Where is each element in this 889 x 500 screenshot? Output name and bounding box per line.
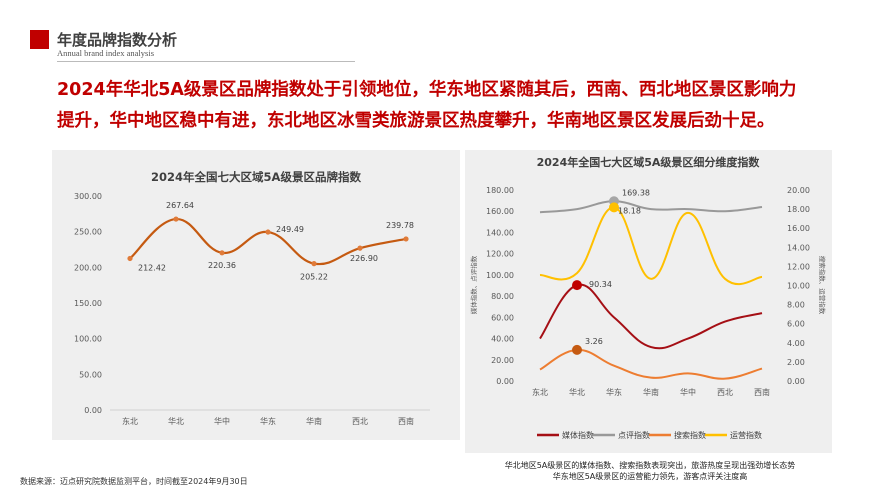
header-marker [30,30,49,49]
data-point [173,216,179,222]
series-line-3 [539,206,763,285]
x-tick-label: 西南 [754,387,770,397]
x-tick-label: 西北 [352,417,368,426]
y2-tick-label: 12.00 [787,262,810,271]
data-label: 212.42 [138,263,166,272]
data-label: 239.78 [386,221,414,230]
data-label: 18.18 [618,206,641,215]
data-source: 数据来源：迈点研究院数据监测平台，时间截至2024年9月30日 [20,477,248,486]
x-tick-label: 华中 [680,387,696,397]
y2-tick-label: 0.00 [787,377,805,386]
data-label: 267.64 [166,201,194,210]
chart-title: 2024年全国七大区域5A级景区品牌指数 [151,170,361,184]
note-line-1: 华北地区5A级景区的媒体指数、搜索指数表现突出，旅游热度呈现出强劲增长态势 [504,461,796,470]
highlight-point [609,202,619,213]
page-title: 年度品牌指数分析 [57,31,178,49]
headline-line-2: 提升，华中地区稳中有进，东北地区冰雪类旅游景区热度攀升，华南地区景区发展后劲十足… [57,111,775,131]
headline-line-1: 2024年华北5A级景区品牌指数处于引领地位，华东地区紧随其后，西南、西北地区景… [57,80,797,100]
y-tick-label: 100.00 [486,271,514,280]
x-tick-label: 西南 [398,416,414,426]
data-point [265,229,271,235]
data-point [127,255,133,262]
x-tick-label: 华北 [569,387,585,397]
x-tick-label: 东北 [532,387,548,397]
x-tick-label: 华东 [260,416,276,426]
y2-tick-label: 8.00 [787,301,805,310]
data-point [219,250,225,256]
y-tick-label: 0.00 [496,377,514,386]
y-tick-label: 180.00 [486,186,514,195]
data-label: 3.26 [585,337,603,346]
y-tick-label: 300.00 [74,192,102,201]
y2-tick-label: 6.00 [787,320,805,329]
y-tick-label: 150.00 [74,299,102,308]
note-line-2: 华东地区5A级景区的运营能力领先，游客点评关注度高 [552,472,748,481]
y-tick-label: 160.00 [486,207,514,216]
series-line-0 [539,283,763,350]
y-tick-label: 200.00 [74,263,102,272]
y-tick-label: 50.00 [79,370,102,379]
data-point [311,261,317,267]
y2-tick-label: 14.00 [787,243,810,252]
data-label: 220.36 [208,261,236,270]
chart-title: 2024年全国七大区域5A级景区细分维度指数 [537,155,761,169]
series-line-2 [539,348,763,380]
y-tick-label: 40.00 [491,335,514,344]
y-tick-label: 0.00 [84,406,102,415]
data-label: 90.34 [589,280,612,289]
y-tick-label: 60.00 [491,313,514,322]
y-tick-label: 140.00 [486,228,514,237]
data-label: 205.22 [300,273,328,282]
data-label: 249.49 [276,225,304,234]
dimension-index-panel [465,150,832,453]
x-tick-label: 华北 [168,416,184,426]
y2-tick-label: 4.00 [787,339,805,348]
brand-index-panel [52,150,460,440]
x-tick-label: 西北 [717,388,733,397]
y2-axis-title: 搜索指数、运营指数 [818,256,827,315]
y-tick-label: 20.00 [491,356,514,365]
x-tick-label: 华中 [214,416,230,426]
y-axis-title: 媒体指数、点评指数 [469,255,478,314]
data-label: 226.90 [350,254,378,263]
y2-tick-label: 2.00 [787,358,805,367]
y-tick-label: 80.00 [491,292,514,301]
y2-tick-label: 16.00 [787,224,810,233]
y2-tick-label: 18.00 [787,205,810,214]
legend-label: 搜索指数 [674,430,706,440]
x-tick-label: 东北 [122,416,138,426]
y2-tick-label: 10.00 [787,282,810,291]
y-tick-label: 120.00 [486,250,514,259]
highlight-point [572,344,582,355]
series-line-1 [539,200,763,214]
x-tick-label: 华南 [643,387,659,397]
page-subtitle: Annual brand index analysis [57,48,155,58]
header-divider [57,61,355,62]
x-tick-label: 华南 [306,416,322,426]
data-point [357,245,363,251]
legend-label: 媒体指数 [562,430,594,440]
data-point [403,236,409,242]
data-label: 169.38 [622,188,650,197]
legend-label: 运营指数 [730,430,762,440]
highlight-point [572,280,582,291]
y-tick-label: 250.00 [74,228,102,237]
y2-tick-label: 20.00 [787,186,810,195]
y-tick-label: 100.00 [74,335,102,344]
x-tick-label: 华东 [606,387,622,397]
legend-label: 点评指数 [618,430,650,440]
